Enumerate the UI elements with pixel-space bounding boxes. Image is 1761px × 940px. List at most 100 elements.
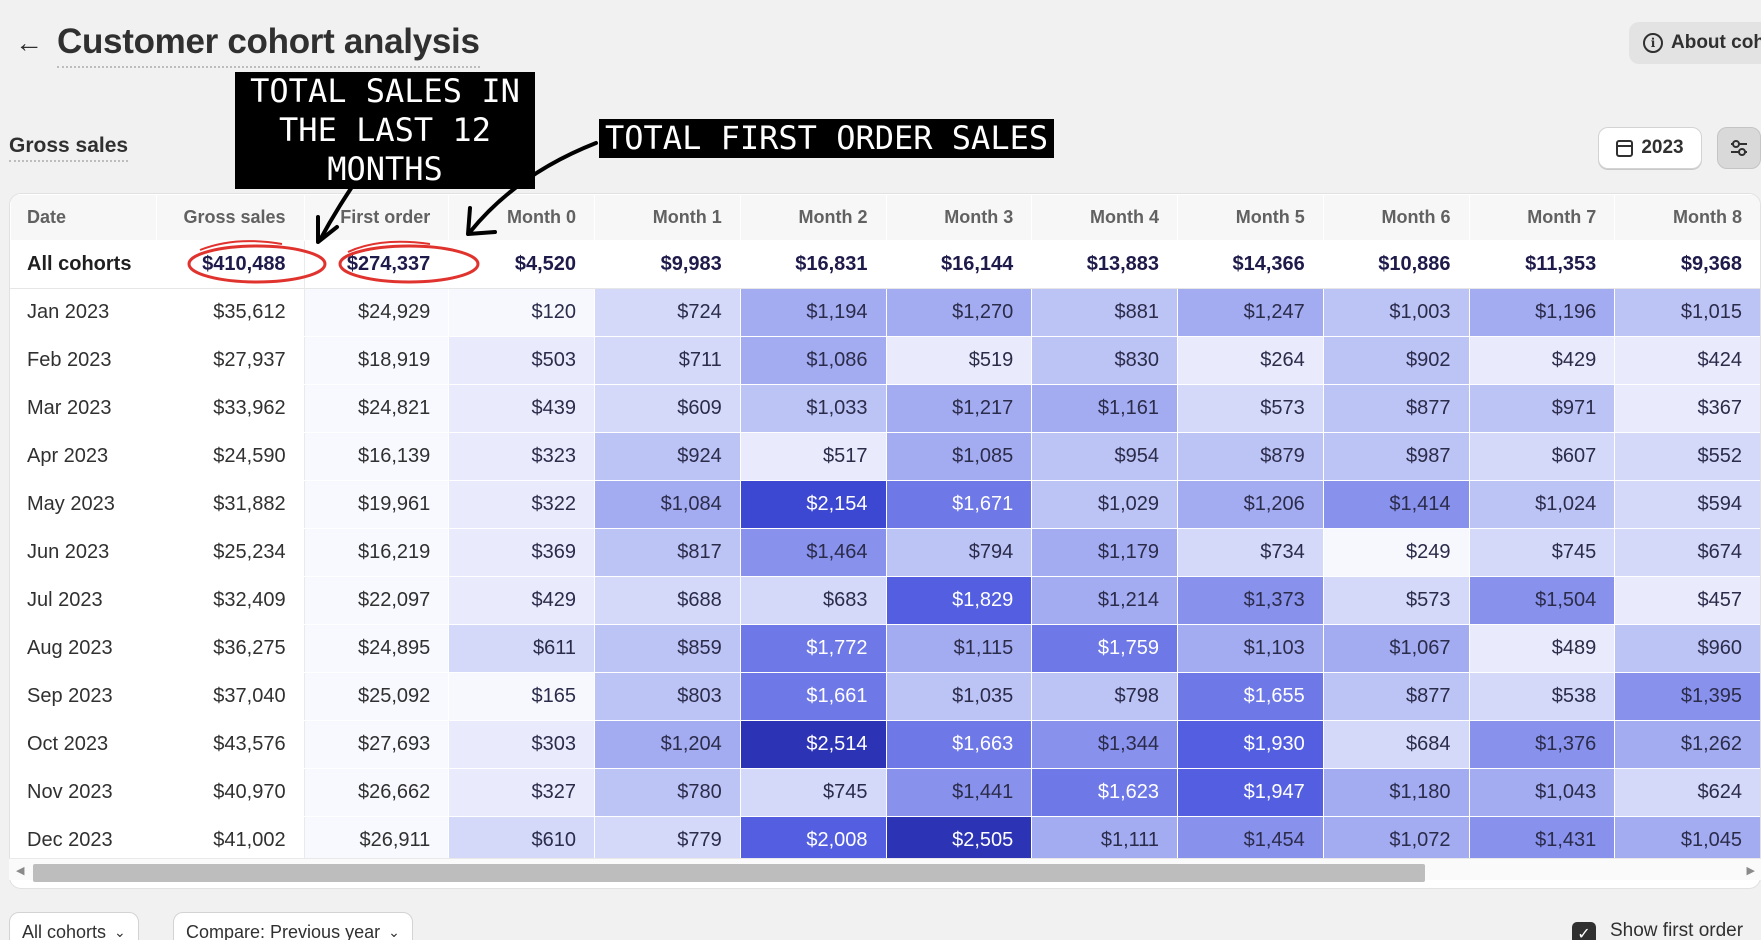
- heatmap-cell: $424: [1614, 336, 1760, 385]
- row-date: May 2023: [10, 480, 157, 529]
- table-row[interactable]: May 2023 $31,882 $19,961 $322 $1,084 $2,154 $1…: [10, 480, 1760, 529]
- callout-first-order: TOTAL FIRST ORDER SALES: [599, 119, 1055, 158]
- all-cohorts-month-cell: $16,144: [885, 240, 1033, 289]
- row-date: Oct 2023: [10, 720, 157, 769]
- table-row[interactable]: Dec 2023 $41,002 $26,911 $610 $779 $2,008 $2,5…: [10, 816, 1760, 865]
- heatmap-cell: $859: [594, 624, 741, 673]
- heatmap-cell: $1,072: [1322, 816, 1470, 865]
- table-row[interactable]: Nov 2023 $40,970 $26,662 $327 $780 $745 $1,441…: [10, 768, 1760, 817]
- table-row[interactable]: Jun 2023 $25,234 $16,219 $369 $817 $1,464 $794…: [10, 528, 1760, 577]
- heatmap-cell: $1,663: [885, 720, 1033, 769]
- heatmap-cell: $1,671: [885, 480, 1033, 529]
- info-icon: i: [1643, 33, 1663, 53]
- row-gross-sales: $24,590: [155, 432, 305, 481]
- heatmap-cell: $1,655: [1177, 672, 1324, 721]
- row-first-order: $22,097: [303, 576, 450, 625]
- filter-settings-button[interactable]: [1717, 127, 1761, 169]
- all-cohorts-row: All cohorts $410,488 $274,337 $4,520 $9,983 $…: [10, 240, 1760, 289]
- heatmap-cell: $1,206: [1177, 480, 1324, 529]
- show-first-order-label[interactable]: Show first order: [1610, 920, 1744, 940]
- scroll-right-arrow-icon[interactable]: ▶: [1746, 865, 1755, 877]
- column-header[interactable]: Month 1: [594, 194, 741, 241]
- row-first-order: $27,693: [303, 720, 450, 769]
- back-button[interactable]: ←: [12, 26, 46, 60]
- heatmap-cell: $323: [448, 432, 596, 481]
- heatmap-cell: $881: [1031, 288, 1179, 337]
- heatmap-cell: $724: [594, 288, 741, 337]
- heatmap-cell: $2,154: [739, 480, 887, 529]
- horizontal-scrollbar[interactable]: ◀ ▶: [9, 858, 1761, 882]
- heatmap-cell: $1,376: [1468, 720, 1616, 769]
- scroll-left-arrow-icon[interactable]: ◀: [16, 865, 25, 877]
- all-cohorts-month-cell: $16,831: [739, 240, 887, 289]
- compare-label: Compare: Previous year: [186, 921, 381, 940]
- row-first-order: $19,961: [303, 480, 450, 529]
- chevron-down-icon: ⌄: [114, 923, 126, 940]
- compare-dropdown[interactable]: Compare: Previous year ⌄: [173, 912, 413, 940]
- year-picker-button[interactable]: 2023: [1598, 127, 1702, 169]
- row-first-order: $26,662: [303, 768, 450, 817]
- heatmap-cell: $327: [448, 768, 596, 817]
- scrollbar-thumb[interactable]: [33, 864, 1425, 882]
- row-date: Mar 2023: [10, 384, 157, 433]
- column-header[interactable]: Month 2: [739, 194, 887, 241]
- cohorts-filter-dropdown[interactable]: All cohorts ⌄: [9, 912, 139, 940]
- heatmap-cell: $457: [1614, 576, 1760, 625]
- heatmap-cell: $1,033: [739, 384, 887, 433]
- heatmap-cell: $1,661: [739, 672, 887, 721]
- heatmap-cell: $2,514: [739, 720, 887, 769]
- about-cohorts-button[interactable]: i About coh: [1629, 22, 1761, 64]
- heatmap-cell: $2,505: [885, 816, 1033, 865]
- arrow-left-icon: ←: [15, 27, 43, 58]
- heatmap-cell: $1,204: [594, 720, 741, 769]
- heatmap-cell: $1,084: [594, 480, 741, 529]
- table-header-row: Date Gross sales First order Month 0 Month 1…: [10, 194, 1760, 241]
- all-cohorts-month-cell: $9,368: [1614, 240, 1760, 289]
- table-row[interactable]: Oct 2023 $43,576 $27,693 $303 $1,204 $2,514 $1…: [10, 720, 1760, 769]
- heatmap-cell: $954: [1031, 432, 1179, 481]
- column-header[interactable]: Month 3: [885, 194, 1033, 241]
- table-row[interactable]: Aug 2023 $36,275 $24,895 $611 $859 $1,772 $1,1…: [10, 624, 1760, 673]
- heatmap-cell: $745: [739, 768, 887, 817]
- column-header[interactable]: Month 0: [448, 194, 596, 241]
- heatmap-cell: $1,115: [885, 624, 1033, 673]
- column-header[interactable]: Month 4: [1031, 194, 1179, 241]
- show-first-order-checkbox[interactable]: ✓: [1572, 922, 1596, 940]
- table-row[interactable]: Sep 2023 $37,040 $25,092 $165 $803 $1,661 $1,0…: [10, 672, 1760, 721]
- all-cohorts-first: $274,337: [303, 240, 450, 289]
- heatmap-cell: $303: [448, 720, 596, 769]
- section-title[interactable]: Gross sales: [9, 134, 129, 162]
- row-first-order: $18,919: [303, 336, 450, 385]
- table-row[interactable]: Mar 2023 $33,962 $24,821 $439 $609 $1,033 $1,2…: [10, 384, 1760, 433]
- table-row[interactable]: Feb 2023 $27,937 $18,919 $503 $711 $1,086 $519…: [10, 336, 1760, 385]
- table-row[interactable]: Jul 2023 $32,409 $22,097 $429 $688 $683 $1,829…: [10, 576, 1760, 625]
- heatmap-cell: $573: [1177, 384, 1324, 433]
- heatmap-cell: $674: [1614, 528, 1760, 577]
- row-gross-sales: $35,612: [155, 288, 305, 337]
- heatmap-cell: $745: [1468, 528, 1616, 577]
- column-header[interactable]: Month 5: [1177, 194, 1324, 241]
- table-row[interactable]: Apr 2023 $24,590 $16,139 $323 $924 $517 $1,085…: [10, 432, 1760, 481]
- row-date: Jun 2023: [10, 528, 157, 577]
- heatmap-cell: $1,217: [885, 384, 1033, 433]
- heatmap-cell: $1,772: [739, 624, 887, 673]
- row-gross-sales: $25,234: [155, 528, 305, 577]
- heatmap-cell: $830: [1031, 336, 1179, 385]
- cohort-table-card[interactable]: Date Gross sales First order Month 0 Month 1…: [9, 193, 1761, 889]
- column-header[interactable]: Month 8: [1614, 194, 1760, 241]
- heatmap-cell: $1,344: [1031, 720, 1179, 769]
- heatmap-cell: $1,262: [1614, 720, 1760, 769]
- column-header[interactable]: Date: [10, 194, 157, 241]
- heatmap-cell: $1,024: [1468, 480, 1616, 529]
- all-cohorts-month-cell: $4,520: [448, 240, 596, 289]
- heatmap-cell: $902: [1322, 336, 1470, 385]
- column-header[interactable]: First order: [303, 194, 450, 241]
- column-header[interactable]: Gross sales: [155, 194, 305, 241]
- row-gross-sales: $33,962: [155, 384, 305, 433]
- column-header[interactable]: Month 7: [1468, 194, 1616, 241]
- table-row[interactable]: Jan 2023 $35,612 $24,929 $120 $724 $1,194 $1,2…: [10, 288, 1760, 337]
- column-header[interactable]: Month 6: [1322, 194, 1470, 241]
- heatmap-cell: $794: [885, 528, 1033, 577]
- checkmark-icon: ✓: [1577, 926, 1591, 940]
- heatmap-cell: $877: [1322, 384, 1470, 433]
